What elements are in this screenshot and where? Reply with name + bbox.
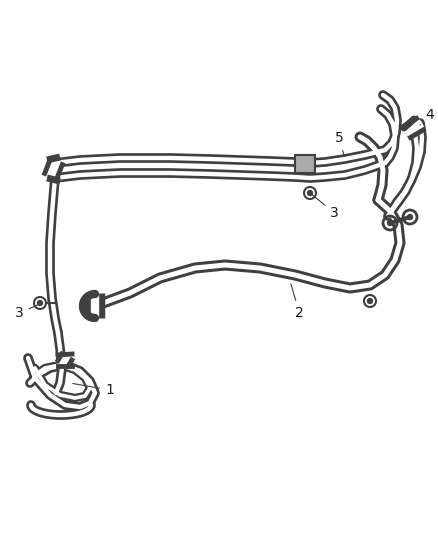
Bar	[295, 155, 315, 173]
Text: 3: 3	[15, 304, 39, 320]
Circle shape	[307, 190, 312, 196]
Text: 1: 1	[73, 383, 114, 397]
Circle shape	[367, 298, 372, 303]
Text: 3: 3	[312, 195, 339, 220]
Circle shape	[407, 214, 413, 220]
Text: 2: 2	[291, 284, 304, 320]
Text: 5: 5	[335, 131, 344, 156]
Circle shape	[388, 221, 392, 225]
Text: 4: 4	[420, 108, 434, 125]
Circle shape	[38, 301, 42, 305]
